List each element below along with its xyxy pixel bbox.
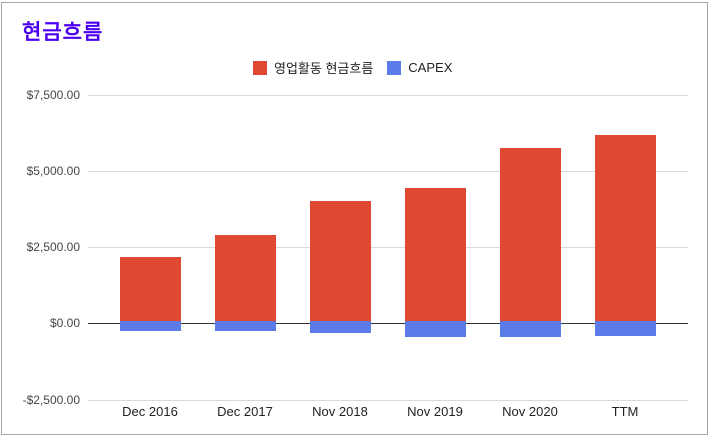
legend-item[interactable]: 영업활동 현금흐름 xyxy=(253,58,373,77)
bar-operating-cash-flow[interactable] xyxy=(310,201,371,321)
bar-capex[interactable] xyxy=(120,321,181,331)
zero-axis-line xyxy=(88,323,688,324)
x-axis-category-label: Nov 2020 xyxy=(502,404,558,419)
x-axis-category-label: Dec 2017 xyxy=(217,404,273,419)
legend-swatch-icon xyxy=(387,60,402,75)
bar-operating-cash-flow[interactable] xyxy=(120,257,181,321)
y-axis-tick-label: -$2,500.00 xyxy=(22,393,80,407)
chart-plot-area: $7,500.00 $5,000.00 $2,500.00 $0.00 -$2,500.… xyxy=(2,3,707,434)
x-axis-category-label: Dec 2016 xyxy=(122,404,178,419)
page-title: 현금흐름 xyxy=(22,21,104,44)
bar-capex[interactable] xyxy=(500,321,561,337)
y-axis-tick-label: $7,500.00 xyxy=(26,88,80,102)
bar-capex[interactable] xyxy=(215,321,276,331)
bar-operating-cash-flow[interactable] xyxy=(405,188,466,321)
y-axis-tick-label: $2,500.00 xyxy=(26,240,80,254)
x-axis-category-label: Nov 2018 xyxy=(312,404,368,419)
legend-swatch-icon xyxy=(253,60,267,75)
bar-operating-cash-flow[interactable] xyxy=(500,148,561,321)
y-axis-tick-label: $5,000.00 xyxy=(26,164,80,178)
bar-operating-cash-flow[interactable] xyxy=(595,135,656,321)
legend-label: CAPEX xyxy=(408,60,453,75)
bar-capex[interactable] xyxy=(310,321,371,333)
x-axis-category-label: Nov 2019 xyxy=(407,404,463,419)
bar-capex[interactable] xyxy=(595,321,656,336)
legend-item[interactable]: CAPEX xyxy=(387,60,452,75)
legend-label: 영업활동 현금흐름 xyxy=(274,61,374,76)
x-axis-category-label: TTM xyxy=(611,404,639,419)
chart-legend: 영업활동 현금흐름 CAPEX xyxy=(253,58,452,77)
gridline xyxy=(88,400,688,401)
gridline xyxy=(88,171,688,172)
y-axis-tick-label: $0.00 xyxy=(49,316,80,330)
bar-operating-cash-flow[interactable] xyxy=(215,235,276,321)
bar-capex[interactable] xyxy=(405,321,466,337)
gridline xyxy=(88,247,688,248)
gridline xyxy=(88,95,688,96)
